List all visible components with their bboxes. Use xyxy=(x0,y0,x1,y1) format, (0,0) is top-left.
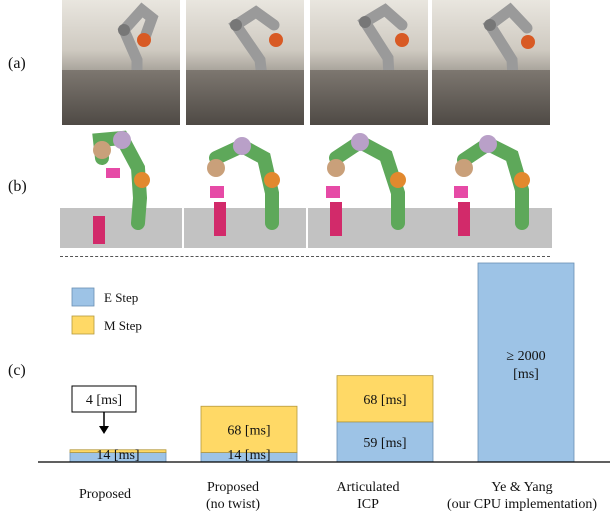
x-tick-label-1: Proposed (no twist) xyxy=(183,479,283,513)
panel-label-a: (a) xyxy=(8,55,26,72)
legend-label-e-step: E Step xyxy=(104,290,138,305)
section-divider xyxy=(60,256,550,257)
robot-photo-4 xyxy=(432,0,550,125)
point-cloud-3 xyxy=(308,133,430,248)
e-step-label-3: ≥ 2000 [ms] xyxy=(506,349,545,382)
x-tick-label-2: Articulated ICP xyxy=(318,479,418,513)
m-step-bar-1 xyxy=(200,405,298,453)
m-step-callout-box xyxy=(71,385,137,413)
x-tick-label-0: Proposed xyxy=(55,486,155,503)
x-tick-label-2-text: Articulated ICP xyxy=(336,480,400,512)
m-step-label-1: 68 [ms] xyxy=(227,423,270,438)
e-step-bar-2 xyxy=(336,421,434,463)
x-tick-label-1-text: Proposed (no twist) xyxy=(205,480,261,512)
point-cloud-4 xyxy=(430,135,552,248)
legend-swatch-m-step xyxy=(71,315,95,335)
m-step-bar-0 xyxy=(69,449,167,453)
panel-label-c: (c) xyxy=(8,362,26,379)
x-tick-label-3-text: Ye & Yang (our CPU implementation) xyxy=(446,480,598,512)
robot-photo-1 xyxy=(62,0,180,125)
x-tick-label-0-text: Proposed xyxy=(78,487,132,502)
panel-label-b: (b) xyxy=(8,178,27,195)
e-step-label-1: 14 [ms] xyxy=(227,448,270,463)
x-tick-label-3: Ye & Yang (our CPU implementation) xyxy=(430,479,614,513)
point-cloud-1 xyxy=(60,130,182,248)
e-step-bar-3 xyxy=(477,262,575,463)
point-cloud-2 xyxy=(184,137,306,248)
legend-swatch-e-step xyxy=(71,287,95,307)
m-step-bar-2 xyxy=(336,375,434,423)
robot-photo-3 xyxy=(310,0,428,125)
robot-photo-2 xyxy=(186,0,304,125)
e-step-label-2: 59 [ms] xyxy=(363,436,406,451)
m-step-label-2: 68 [ms] xyxy=(363,393,406,408)
m-step-callout-arrowhead xyxy=(99,426,109,434)
e-step-label-0: 14 [ms] xyxy=(96,448,139,463)
legend-label-m-step: M Step xyxy=(104,318,142,333)
m-step-label-0: 4 [ms] xyxy=(86,393,122,408)
